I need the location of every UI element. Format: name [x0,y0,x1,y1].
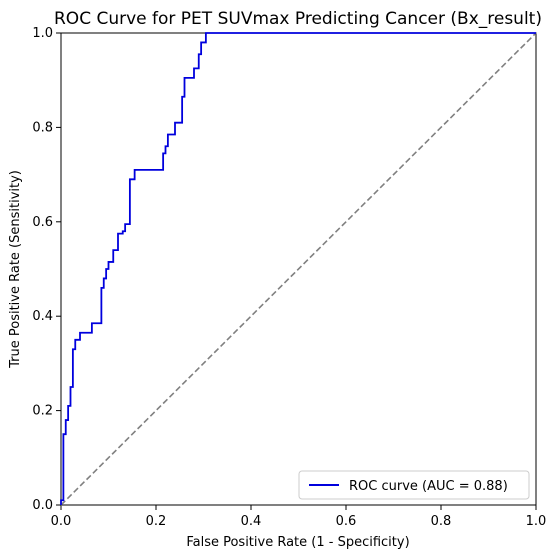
x-tick-label: 0.8 [431,514,452,529]
x-tick-label: 0.6 [336,514,357,529]
y-tick-label: 0.6 [32,215,53,230]
legend-label-roc: ROC curve (AUC = 0.88) [349,479,508,494]
y-tick-label: 0.8 [32,120,53,135]
x-tick-label: 1.0 [526,514,547,529]
y-tick-label: 1.0 [32,26,53,41]
y-axis-ticks: 0.0 0.2 0.4 0.6 0.8 1.0 [32,26,61,513]
x-tick-label: 0.2 [146,514,167,529]
legend: ROC curve (AUC = 0.88) [298,470,530,500]
y-axis-label: True Positive Rate (Sensitivity) [8,170,23,369]
legend-box [298,470,530,500]
y-tick-label: 0.2 [32,404,53,419]
x-axis-label: False Positive Rate (1 - Specificity) [186,535,409,550]
chart-title: ROC Curve for PET SUVmax Predicting Canc… [54,9,542,29]
roc-curve-line [60,32,536,505]
x-tick-label: 0.4 [241,514,262,529]
y-tick-label: 0.0 [32,498,53,513]
series-layer [60,32,537,506]
x-axis-ticks: 0.0 0.2 0.4 0.6 0.8 1.0 [51,505,547,529]
x-tick-label: 0.0 [51,514,72,529]
y-tick-label: 0.4 [32,309,53,324]
chance-diagonal-line [60,32,537,506]
